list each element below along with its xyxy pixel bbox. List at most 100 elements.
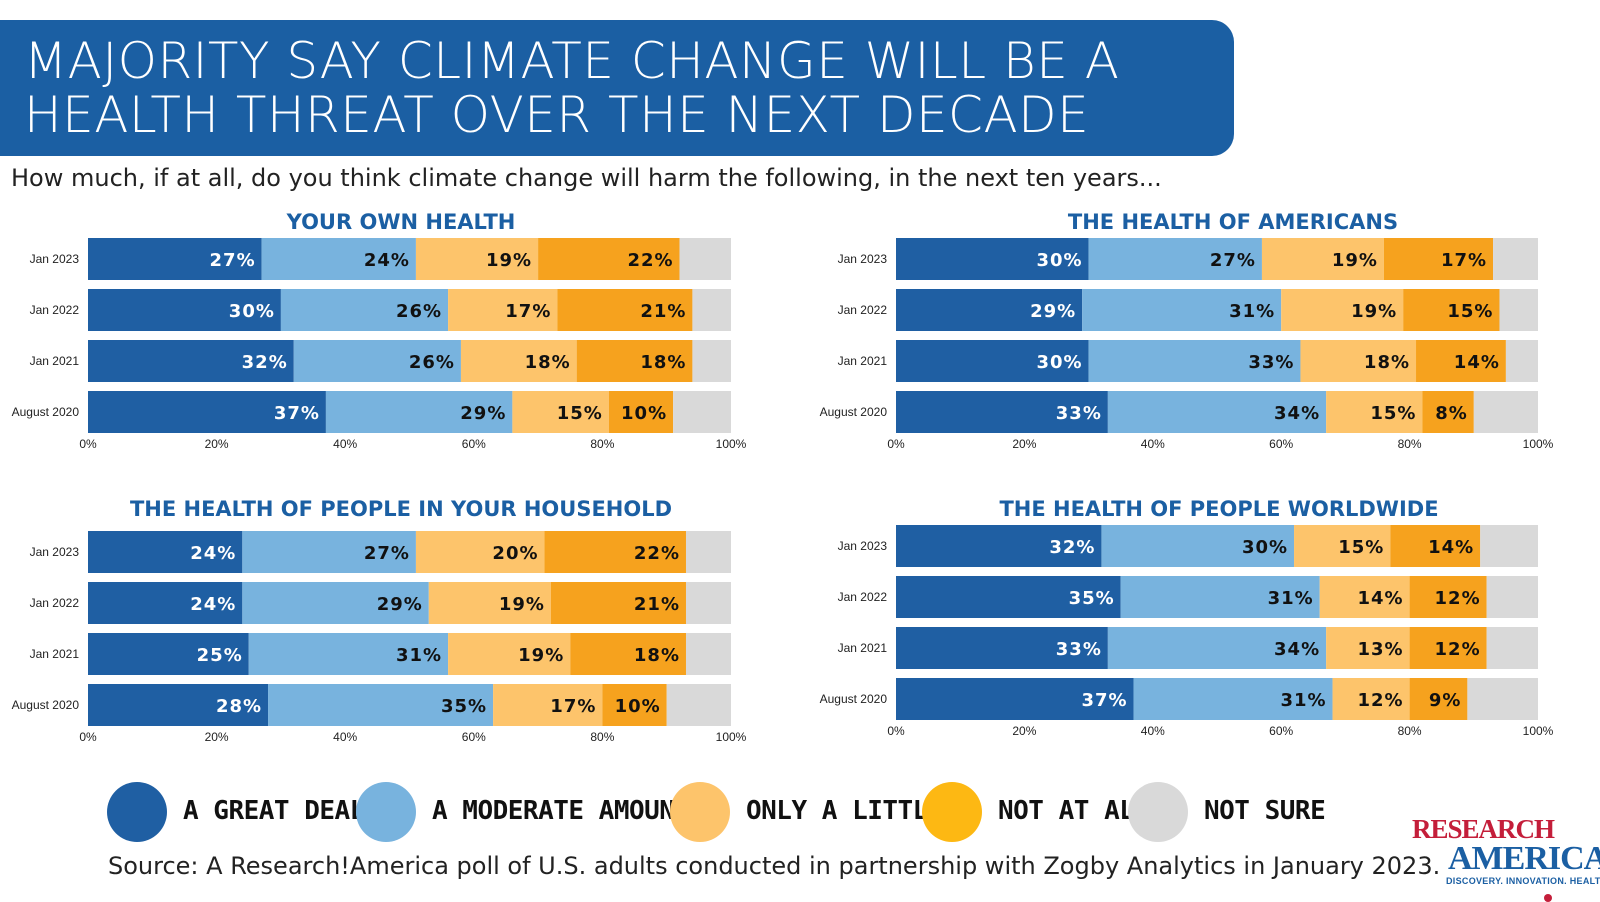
bar-segment-not-sure bbox=[1493, 238, 1538, 280]
data-label: 19% bbox=[1351, 301, 1397, 322]
bar-segment-not-at-all bbox=[1383, 238, 1494, 280]
data-label: 37% bbox=[1081, 690, 1127, 711]
data-label: 27% bbox=[210, 250, 256, 271]
x-tick-label: 80% bbox=[590, 437, 614, 451]
data-label: 34% bbox=[1274, 403, 1320, 424]
bar-segment-little bbox=[1281, 289, 1404, 331]
bar-segment-not-at-all bbox=[1403, 289, 1500, 331]
bar-segment-moderate bbox=[1107, 391, 1327, 433]
data-label: 29% bbox=[1030, 301, 1076, 322]
bar-segment-great-deal bbox=[88, 684, 269, 726]
x-tick-label: 80% bbox=[1398, 724, 1422, 738]
data-label: 15% bbox=[1447, 301, 1493, 322]
data-label: 14% bbox=[1454, 352, 1500, 373]
bar-segment-little bbox=[512, 391, 609, 433]
data-label: 22% bbox=[634, 543, 680, 564]
legend-swatch-not-sure bbox=[1128, 782, 1188, 842]
bar-segment-little bbox=[493, 684, 603, 726]
bar-segment-moderate bbox=[242, 531, 416, 573]
bar-segment-not-sure bbox=[673, 391, 731, 433]
category-label: August 2020 bbox=[12, 698, 80, 712]
bar-segment-little bbox=[1326, 627, 1410, 669]
chart-title: YOUR OWN HEALTH bbox=[286, 210, 516, 234]
bar-segment-not-at-all bbox=[608, 391, 674, 433]
bar-segment-not-sure bbox=[685, 531, 731, 573]
bar-segment-great-deal bbox=[896, 627, 1108, 669]
x-tick-label: 0% bbox=[887, 724, 905, 738]
data-label: 31% bbox=[1229, 301, 1275, 322]
legend-swatch-little bbox=[670, 782, 730, 842]
bar-segment-moderate bbox=[268, 684, 494, 726]
bar-segment-great-deal bbox=[896, 391, 1108, 433]
bar-segment-not-at-all bbox=[1409, 678, 1468, 720]
data-label: 33% bbox=[1248, 352, 1294, 373]
bar-segment-not-sure bbox=[1486, 576, 1538, 618]
data-label: 32% bbox=[1049, 537, 1095, 558]
bar-segment-not-sure bbox=[1480, 525, 1538, 567]
legend-swatch-great-deal bbox=[107, 782, 167, 842]
data-label: 15% bbox=[1338, 537, 1384, 558]
x-tick-label: 100% bbox=[716, 730, 747, 744]
legend-swatch-not-at-all bbox=[922, 782, 982, 842]
survey-question: How much, if at all, do you think climat… bbox=[11, 164, 1162, 192]
data-label: 35% bbox=[441, 696, 487, 717]
data-label: 21% bbox=[634, 594, 680, 615]
bar-segment-little bbox=[415, 531, 545, 573]
bar-segment-little bbox=[428, 582, 551, 624]
data-label: 31% bbox=[1280, 690, 1326, 711]
x-tick-label: 100% bbox=[1523, 437, 1554, 451]
data-label: 29% bbox=[377, 594, 423, 615]
data-label: 28% bbox=[216, 696, 262, 717]
bar-segment-great-deal bbox=[88, 340, 294, 382]
data-label: 15% bbox=[557, 403, 603, 424]
bar-segment-not-at-all bbox=[550, 582, 686, 624]
bar-segment-moderate bbox=[1088, 238, 1262, 280]
x-tick-label: 40% bbox=[1141, 437, 1165, 451]
bar-segment-moderate bbox=[261, 238, 416, 280]
bar-segment-not-sure bbox=[685, 582, 731, 624]
logo-tagline: DISCOVERY. INNOVATION. HEALTH. bbox=[1446, 876, 1600, 886]
category-label: Jan 2021 bbox=[838, 354, 888, 368]
category-label: Jan 2023 bbox=[30, 545, 80, 559]
bar-segment-little bbox=[1326, 391, 1423, 433]
research-america-logo: RESEARCH AMERICA DISCOVERY. INNOVATION. … bbox=[1412, 814, 1600, 902]
x-tick-label: 80% bbox=[590, 730, 614, 744]
bar-segment-moderate bbox=[242, 582, 429, 624]
x-tick-label: 60% bbox=[462, 730, 486, 744]
data-label: 14% bbox=[1428, 537, 1474, 558]
logo-dot bbox=[1544, 894, 1552, 902]
x-tick-label: 40% bbox=[1141, 724, 1165, 738]
data-label: 18% bbox=[634, 645, 680, 666]
x-tick-label: 40% bbox=[333, 437, 357, 451]
bar-segment-not-sure bbox=[666, 684, 731, 726]
data-label: 30% bbox=[1242, 537, 1288, 558]
bar-segment-not-sure bbox=[679, 238, 731, 280]
bar-segment-not-sure bbox=[1486, 627, 1538, 669]
x-tick-label: 20% bbox=[1012, 437, 1036, 451]
category-label: August 2020 bbox=[820, 692, 888, 706]
data-label: 31% bbox=[396, 645, 442, 666]
bar-segment-little bbox=[1261, 238, 1384, 280]
category-label: Jan 2021 bbox=[838, 641, 888, 655]
data-label: 17% bbox=[1441, 250, 1487, 271]
legend-label-not-sure: NOT SURE bbox=[1204, 796, 1326, 826]
data-label: 15% bbox=[1370, 403, 1416, 424]
data-label: 17% bbox=[505, 301, 551, 322]
bar-segment-great-deal bbox=[896, 289, 1083, 331]
data-label: 24% bbox=[364, 250, 410, 271]
bar-segment-not-at-all bbox=[602, 684, 667, 726]
data-label: 12% bbox=[1435, 639, 1481, 660]
bar-segment-moderate bbox=[280, 289, 449, 331]
x-tick-label: 60% bbox=[1269, 724, 1293, 738]
data-label: 10% bbox=[615, 696, 661, 717]
bar-segment-moderate bbox=[1082, 289, 1282, 331]
x-tick-label: 60% bbox=[1269, 437, 1293, 451]
bar-segment-not-at-all bbox=[1409, 576, 1487, 618]
bar-segment-not-sure bbox=[1505, 340, 1538, 382]
bar-segment-great-deal bbox=[896, 525, 1102, 567]
bar-segment-great-deal bbox=[88, 531, 243, 573]
bar-segment-moderate bbox=[1107, 627, 1327, 669]
legend-label-great-deal: A GREAT DEAL bbox=[183, 796, 365, 826]
data-label: 27% bbox=[364, 543, 410, 564]
bar-segment-not-at-all bbox=[1416, 340, 1506, 382]
